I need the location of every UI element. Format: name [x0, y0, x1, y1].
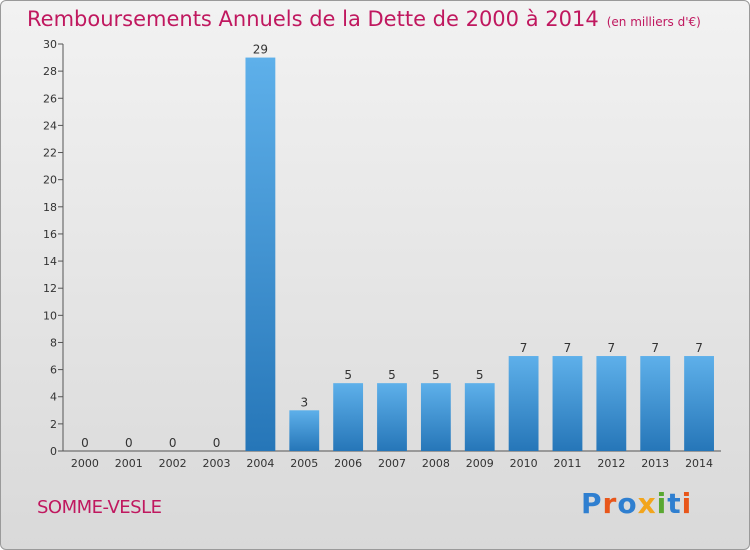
y-tick-label: 24: [43, 119, 57, 132]
x-tick-label: 2005: [290, 457, 318, 470]
data-label: 5: [476, 368, 484, 382]
data-label: 5: [388, 368, 396, 382]
proxiti-logo: Proxiti: [581, 487, 692, 520]
data-label: 0: [213, 436, 221, 450]
y-tick-label: 22: [43, 147, 57, 160]
x-tick-label: 2002: [159, 457, 187, 470]
x-tick-label: 2000: [71, 457, 99, 470]
bar: [289, 410, 320, 451]
bar: [552, 356, 583, 451]
y-tick-label: 16: [43, 228, 57, 241]
x-tick-label: 2004: [246, 457, 274, 470]
bar: [640, 356, 671, 451]
logo-letter: x: [637, 487, 657, 520]
bar: [596, 356, 627, 451]
chart-title: Remboursements Annuels de la Dette de 20…: [27, 7, 701, 31]
data-label: 0: [169, 436, 177, 450]
bar: [420, 383, 451, 451]
logo-letter: i: [656, 487, 668, 520]
y-tick-label: 0: [50, 445, 57, 458]
x-tick-label: 2001: [115, 457, 143, 470]
logo-letter: r: [602, 487, 618, 520]
y-tick-label: 2: [50, 418, 57, 431]
x-tick-label: 2009: [466, 457, 494, 470]
x-tick-label: 2003: [203, 457, 231, 470]
data-label: 7: [520, 341, 528, 355]
bar: [245, 57, 276, 452]
data-label: 7: [651, 341, 659, 355]
logo-letter: t: [667, 487, 682, 520]
logo-letter: o: [617, 487, 638, 520]
x-tick-label: 2007: [378, 457, 406, 470]
bar: [684, 356, 714, 451]
data-labels: 0 0 0 0 29 3 5 5 5 5 7 7 7 7 7: [81, 43, 703, 450]
x-tick-label: 2013: [641, 457, 669, 470]
y-tick-label: 4: [50, 391, 57, 404]
y-tick-label: 20: [43, 174, 57, 187]
bars: [245, 57, 714, 452]
x-tick-label: 2011: [553, 457, 581, 470]
data-label: 7: [608, 341, 616, 355]
logo-letter: P: [581, 487, 603, 520]
y-tick-label: 14: [43, 255, 57, 268]
data-label: 5: [344, 368, 352, 382]
logo-letter: i: [681, 487, 693, 520]
y-tick-label: 12: [43, 282, 57, 295]
data-label: 29: [253, 43, 268, 57]
y-tick-label: 26: [43, 92, 57, 105]
bar: [508, 356, 539, 451]
chart-unit: (en milliers d'€): [606, 15, 701, 29]
chart-title-text: Remboursements Annuels de la Dette de 20…: [27, 7, 599, 31]
bar: [377, 383, 407, 451]
data-label: 0: [125, 436, 133, 450]
y-tick-label: 18: [43, 201, 57, 214]
data-label: 0: [81, 436, 89, 450]
x-tick-label: 2010: [510, 457, 538, 470]
x-tick-label: 2008: [422, 457, 450, 470]
x-tick-label: 2006: [334, 457, 362, 470]
x-tick-label: 2012: [597, 457, 625, 470]
data-label: 7: [695, 341, 703, 355]
bar: [333, 383, 364, 451]
bar: [464, 383, 495, 451]
y-tick-label: 10: [43, 309, 57, 322]
y-tick-label: 8: [50, 336, 57, 349]
y-tick-label: 30: [43, 38, 57, 51]
commune-name: SOMME-VESLE: [37, 497, 162, 518]
x-tick-label: 2014: [685, 457, 713, 470]
data-label: 7: [564, 341, 572, 355]
data-label: 5: [432, 368, 440, 382]
y-tick-label: 28: [43, 65, 57, 78]
y-tick-label: 6: [50, 364, 57, 377]
data-label: 3: [300, 395, 308, 409]
